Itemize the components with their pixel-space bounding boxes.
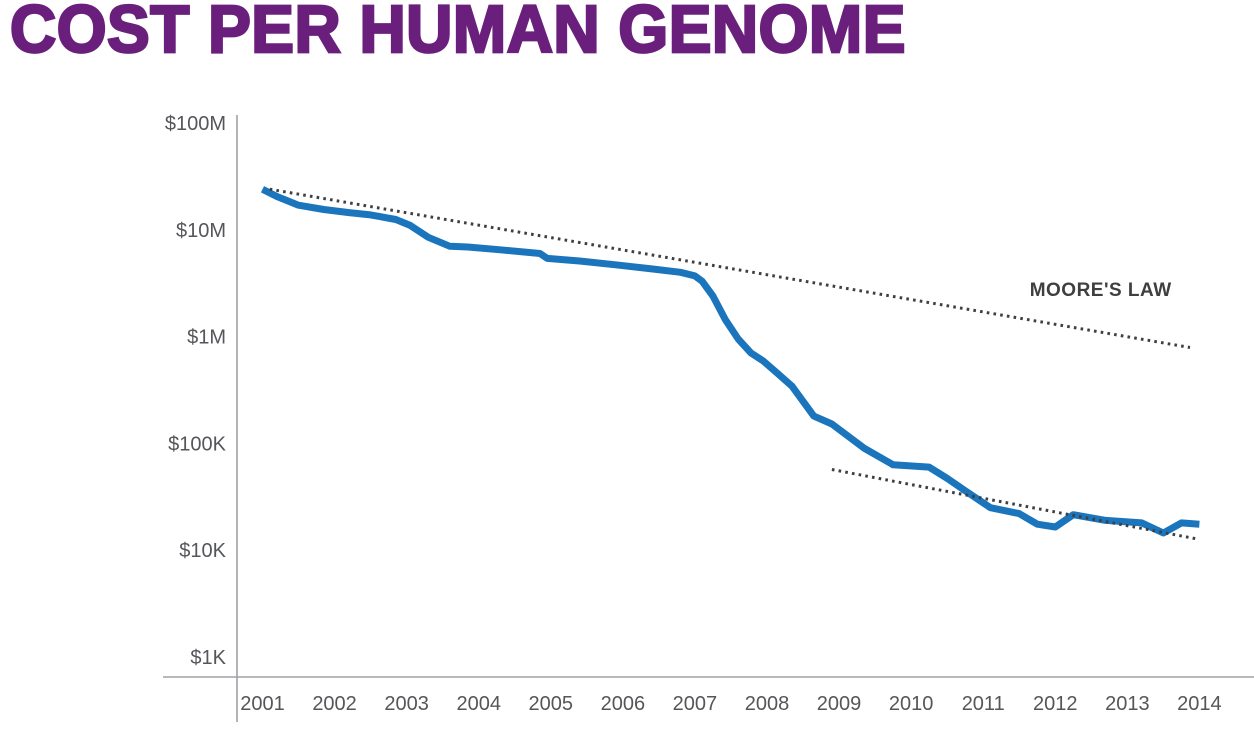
x-axis-tick-label: 2010: [889, 693, 934, 715]
moores-law-extension-line: [831, 468, 1197, 541]
y-axis-tick-label: $100M: [165, 113, 226, 135]
x-axis-tick-label: 2011: [962, 693, 1005, 715]
x-axis-tick-label: 2009: [817, 693, 862, 715]
y-axis-tick-label: $100K: [168, 433, 226, 455]
x-axis-tick-label: 2005: [529, 693, 574, 715]
annotations: MOORE'S LAW: [1030, 280, 1172, 301]
x-axis-tick-label: 2007: [673, 693, 718, 715]
series-lines: [260, 186, 1200, 541]
y-axis-labels: $100M $10M $1M $100K $10K $1K: [165, 113, 227, 669]
x-axis-tick-label: 2008: [745, 693, 790, 715]
page-title: COST PER HUMAN GENOME: [9, 0, 907, 67]
x-axis-tick-label: 2004: [456, 693, 501, 715]
y-axis-tick-label: $10K: [179, 540, 226, 562]
y-axis-tick-label: $1M: [187, 327, 226, 349]
x-axis-labels: 2001 2002 2003 2004 2005 2006 2007 2008 2009 2010…: [240, 693, 1221, 715]
x-axis-tick-label: 2003: [384, 693, 429, 715]
x-axis-tick-label: 2012: [1033, 693, 1078, 715]
x-axis-tick-label: 2014: [1177, 693, 1222, 715]
x-axis-tick-label: 2002: [312, 693, 357, 715]
x-axis-tick-label: 2006: [601, 693, 646, 715]
y-axis-tick-label: $1K: [190, 647, 226, 669]
y-axis-tick-label: $10M: [176, 220, 226, 242]
axes: [163, 115, 1254, 722]
cost-per-genome-line: [260, 186, 1200, 537]
x-axis-tick-label: 2001: [240, 693, 285, 715]
x-axis-tick-label: 2013: [1105, 693, 1150, 715]
moores-law-label: MOORE'S LAW: [1030, 280, 1172, 301]
